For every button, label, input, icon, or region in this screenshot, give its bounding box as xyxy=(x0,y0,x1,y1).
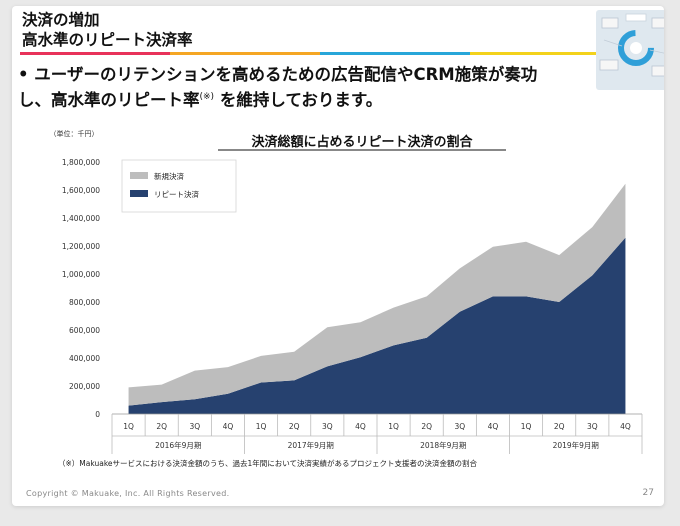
slide: 決済の増加 高水準のリピート決済率 • ユーザーのリテンションを高めるための広告… xyxy=(12,6,664,506)
footnote: （※）Makuakeサービスにおける決済金額のうち、過去1年間において決済実績が… xyxy=(58,459,478,468)
x-tick-label: 1Q xyxy=(123,422,134,431)
area-series-repeat xyxy=(128,237,626,414)
x-tick-label: 2Q xyxy=(421,422,432,431)
x-tick-label: 1Q xyxy=(256,422,267,431)
chart-legend: 新規決済 リピート決済 xyxy=(121,159,237,213)
x-tick-label: 2Q xyxy=(156,422,167,431)
chart-areas xyxy=(128,183,626,414)
y-tick-label: 1,000,000 xyxy=(62,270,100,279)
x-tick-label: 1Q xyxy=(388,422,399,431)
bullet-note-mark: (※) xyxy=(199,92,215,102)
x-group-label: 2016年9月期 xyxy=(155,440,201,450)
x-tick-label: 2Q xyxy=(289,422,300,431)
bullet-line-2-b: を維持しております。 xyxy=(219,90,383,110)
x-tick-label: 2Q xyxy=(554,422,565,431)
x-tick-label: 3Q xyxy=(587,422,598,431)
chart-title: 決済総額に占めるリピート決済の割合 xyxy=(251,134,473,150)
bullet-text: • ユーザーのリテンションを高めるための広告配信やCRM施策が奏功 し、高水準の… xyxy=(18,64,537,112)
legend-swatch-new xyxy=(130,172,148,179)
repeat-payment-chart: 決済総額に占めるリピート決済の割合 （単位：千円） 0 200,000 400,00… xyxy=(50,129,643,454)
y-tick-label: 1,600,000 xyxy=(62,186,100,195)
bullet-line-2: し、高水準のリピート率(※) を維持しております。 xyxy=(18,86,537,112)
title-rule xyxy=(20,52,600,55)
cycle-icon xyxy=(599,13,664,77)
x-tick-label: 3Q xyxy=(454,422,465,431)
bullet-line-1: • ユーザーのリテンションを高めるための広告配信やCRM施策が奏功 xyxy=(18,65,538,84)
title-line-2: 高水準のリピート決済率 xyxy=(22,31,193,49)
chart-unit-label: （単位：千円） xyxy=(50,129,99,138)
page-number: 27 xyxy=(642,488,654,498)
x-tick-label: 4Q xyxy=(488,422,499,431)
copyright: Copyright © Makuake, Inc. All Rights Res… xyxy=(26,489,230,498)
legend-label-repeat: リピート決済 xyxy=(154,189,199,199)
chart-x-axis: 1Q 2Q 3Q 4Q 1Q 2Q 3Q 4Q 1Q 2Q 3Q 4Q 1Q 2Q 3Q 4Q 2016年9月期… xyxy=(111,413,643,454)
title-rule-segment xyxy=(170,52,320,55)
y-tick-label: 200,000 xyxy=(69,382,100,391)
cycle-diagram-thumbnail xyxy=(596,10,664,90)
title-rule-segment xyxy=(20,52,170,55)
x-tick-label: 4Q xyxy=(620,422,631,431)
x-group-label: 2017年9月期 xyxy=(288,440,334,450)
x-group-label: 2019年9月期 xyxy=(553,440,599,450)
y-tick-label: 800,000 xyxy=(69,298,100,307)
x-tick-label: 3Q xyxy=(189,422,200,431)
area-series-new xyxy=(128,183,626,406)
y-tick-label: 1,800,000 xyxy=(62,158,100,167)
bullet-line-2-a: し、高水準のリピート率 xyxy=(18,90,200,110)
legend-label-new: 新規決済 xyxy=(154,171,184,181)
y-tick-label: 1,200,000 xyxy=(62,242,100,251)
y-tick-label: 1,400,000 xyxy=(62,214,100,223)
y-tick-label: 600,000 xyxy=(69,326,100,335)
x-tick-label: 3Q xyxy=(322,422,333,431)
chart-y-axis: 0 200,000 400,000 600,000 800,000 1,000,000 1,… xyxy=(62,158,100,419)
y-tick-label: 0 xyxy=(95,410,100,419)
legend-swatch-repeat xyxy=(130,190,148,197)
title-rule-segment xyxy=(320,52,470,55)
title-rule-segment xyxy=(470,52,600,55)
legend-box xyxy=(121,159,237,213)
x-tick-label: 4Q xyxy=(223,422,234,431)
title-line-1: 決済の増加 xyxy=(22,11,100,29)
x-tick-label: 1Q xyxy=(521,422,532,431)
x-tick-label: 4Q xyxy=(355,422,366,431)
x-group-label: 2018年9月期 xyxy=(420,440,466,450)
y-tick-label: 400,000 xyxy=(69,354,100,363)
slide-title: 決済の増加 高水準のリピート決済率 xyxy=(22,10,193,50)
